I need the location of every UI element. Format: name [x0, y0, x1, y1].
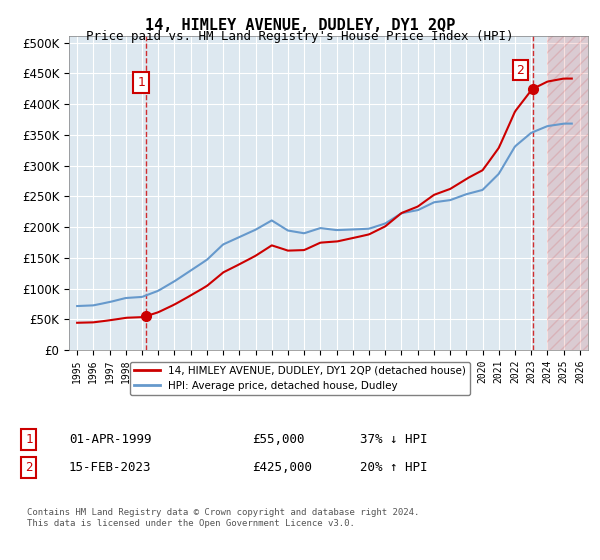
Text: 37% ↓ HPI: 37% ↓ HPI — [360, 433, 427, 446]
Text: 15-FEB-2023: 15-FEB-2023 — [69, 461, 151, 474]
Text: 2: 2 — [25, 461, 32, 474]
Text: 1: 1 — [25, 433, 32, 446]
Text: 1: 1 — [137, 76, 145, 89]
Text: Contains HM Land Registry data © Crown copyright and database right 2024.
This d: Contains HM Land Registry data © Crown c… — [27, 508, 419, 528]
Text: 14, HIMLEY AVENUE, DUDLEY, DY1 2QP: 14, HIMLEY AVENUE, DUDLEY, DY1 2QP — [145, 18, 455, 33]
Text: 20% ↑ HPI: 20% ↑ HPI — [360, 461, 427, 474]
Text: 2: 2 — [516, 64, 524, 77]
Text: Price paid vs. HM Land Registry's House Price Index (HPI): Price paid vs. HM Land Registry's House … — [86, 30, 514, 43]
Text: £425,000: £425,000 — [252, 461, 312, 474]
Legend: 14, HIMLEY AVENUE, DUDLEY, DY1 2QP (detached house), HPI: Average price, detache: 14, HIMLEY AVENUE, DUDLEY, DY1 2QP (deta… — [130, 362, 470, 395]
Text: 01-APR-1999: 01-APR-1999 — [69, 433, 151, 446]
Text: £55,000: £55,000 — [252, 433, 305, 446]
Bar — [547, 36, 588, 350]
